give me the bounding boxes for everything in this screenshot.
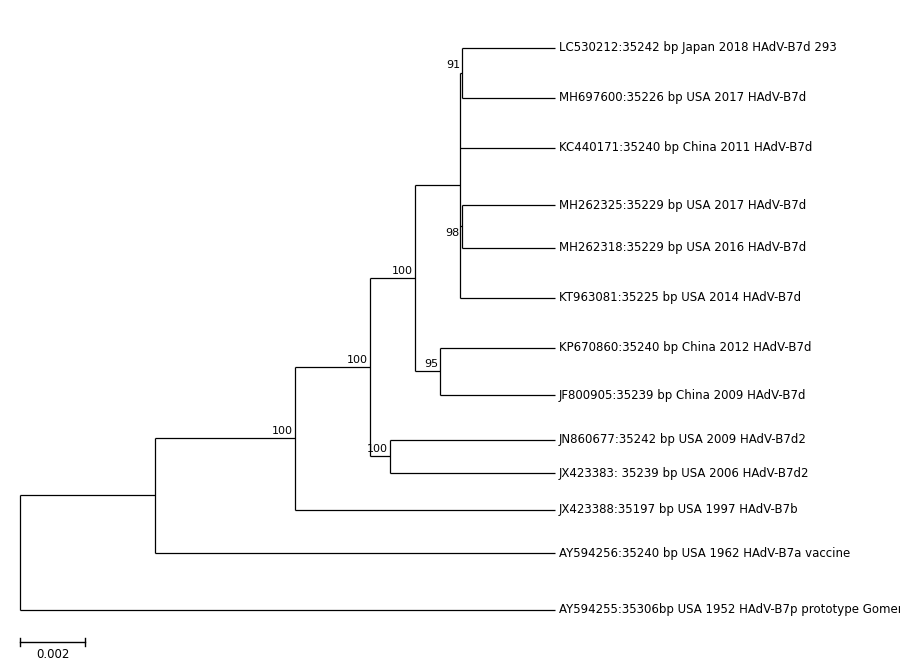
Text: JX423388:35197 bp USA 1997 HAdV-B7b: JX423388:35197 bp USA 1997 HAdV-B7b <box>559 503 798 517</box>
Text: JN860677:35242 bp USA 2009 HAdV-B7d2: JN860677:35242 bp USA 2009 HAdV-B7d2 <box>559 434 807 446</box>
Text: 100: 100 <box>367 444 388 454</box>
Text: KT963081:35225 bp USA 2014 HAdV-B7d: KT963081:35225 bp USA 2014 HAdV-B7d <box>559 291 801 305</box>
Text: MH262318:35229 bp USA 2016 HAdV-B7d: MH262318:35229 bp USA 2016 HAdV-B7d <box>559 242 806 254</box>
Text: LC530212:35242 bp Japan 2018 HAdV-B7d 293: LC530212:35242 bp Japan 2018 HAdV-B7d 29… <box>559 41 837 54</box>
Text: 100: 100 <box>392 266 413 276</box>
Text: 95: 95 <box>424 359 438 369</box>
Text: 0.002: 0.002 <box>36 648 69 661</box>
Text: 98: 98 <box>446 228 460 238</box>
Text: 91: 91 <box>446 60 460 70</box>
Text: JX423383: 35239 bp USA 2006 HAdV-B7d2: JX423383: 35239 bp USA 2006 HAdV-B7d2 <box>559 467 809 479</box>
Text: 100: 100 <box>272 426 293 436</box>
Text: AY594256:35240 bp USA 1962 HAdV-B7a vaccine: AY594256:35240 bp USA 1962 HAdV-B7a vacc… <box>559 546 850 560</box>
Text: JF800905:35239 bp China 2009 HAdV-B7d: JF800905:35239 bp China 2009 HAdV-B7d <box>559 388 806 402</box>
Text: MH697600:35226 bp USA 2017 HAdV-B7d: MH697600:35226 bp USA 2017 HAdV-B7d <box>559 92 806 104</box>
Text: KC440171:35240 bp China 2011 HAdV-B7d: KC440171:35240 bp China 2011 HAdV-B7d <box>559 141 813 155</box>
Text: KP670860:35240 bp China 2012 HAdV-B7d: KP670860:35240 bp China 2012 HAdV-B7d <box>559 341 812 355</box>
Text: MH262325:35229 bp USA 2017 HAdV-B7d: MH262325:35229 bp USA 2017 HAdV-B7d <box>559 199 806 212</box>
Text: AY594255:35306bp USA 1952 HAdV-B7p prototype Gomen: AY594255:35306bp USA 1952 HAdV-B7p proto… <box>559 604 900 616</box>
Text: 100: 100 <box>347 355 368 365</box>
